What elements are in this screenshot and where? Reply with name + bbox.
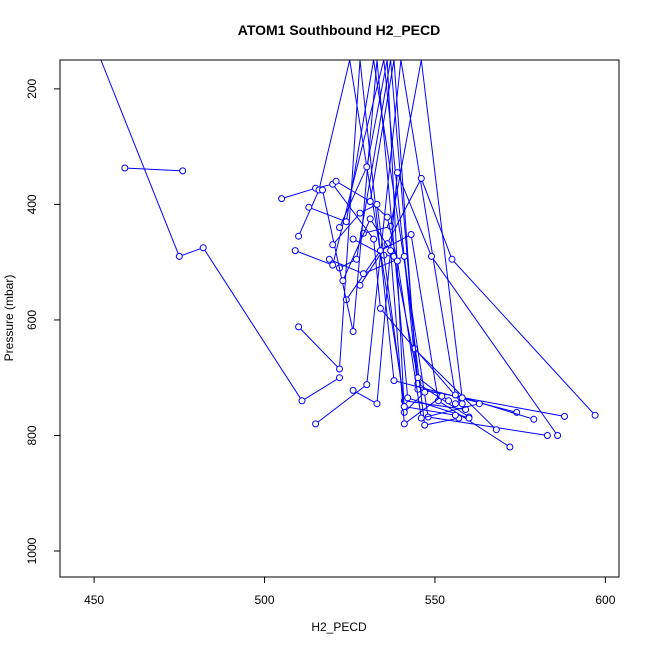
data-point [376, 304, 384, 312]
data-point [278, 195, 286, 203]
data-point [492, 426, 500, 434]
data-point [451, 391, 459, 399]
data-point [329, 261, 337, 269]
profile-series-18 [339, 215, 446, 428]
data-point [383, 213, 391, 221]
data-point [400, 408, 408, 416]
data-point [336, 374, 343, 382]
x-tick-label: 450 [84, 593, 104, 607]
data-point [121, 164, 129, 172]
data-point [451, 411, 459, 419]
data-point [363, 163, 371, 171]
data-point [339, 277, 347, 285]
data-point [179, 167, 187, 175]
data-point [370, 235, 378, 243]
y-axis: 200 400 600 800 1000 [25, 79, 61, 564]
data-point [451, 400, 459, 408]
data-point [175, 252, 183, 260]
data-point [319, 186, 326, 194]
data-point [400, 420, 408, 428]
data-point [342, 218, 350, 226]
x-axis-label: H2_PECD [311, 620, 367, 634]
profile-line [100, 59, 340, 402]
profile-series-20 [329, 200, 459, 419]
data-point [332, 177, 340, 185]
data-point [356, 209, 364, 217]
y-tick-label: 1000 [25, 537, 39, 564]
profile-series-7 [295, 59, 521, 416]
data-point [291, 247, 299, 255]
data-point [458, 394, 466, 402]
data-point [448, 255, 456, 263]
data-point [325, 255, 333, 263]
data-point [404, 394, 412, 402]
data-point [336, 365, 343, 373]
data-point [506, 443, 514, 451]
y-tick-label: 200 [25, 79, 39, 99]
y-tick-label: 600 [25, 310, 39, 330]
data-point [400, 403, 408, 411]
data-point [458, 400, 466, 408]
data-point [199, 244, 207, 252]
data-point [407, 231, 415, 238]
x-axis: 450 500 550 600 [84, 576, 616, 607]
data-point [421, 388, 429, 396]
data-point [353, 255, 360, 263]
x-tick-label: 500 [254, 593, 274, 607]
data-point [400, 252, 408, 260]
data-point [417, 174, 425, 182]
data-point [445, 397, 453, 405]
data-point [591, 411, 599, 419]
x-tick-label: 600 [595, 593, 615, 607]
profile-series-1 [121, 164, 187, 175]
profile-series-10 [356, 174, 599, 419]
data-point [543, 432, 551, 439]
data-point [428, 252, 435, 260]
data-point [312, 420, 320, 428]
plot-frame [59, 59, 620, 578]
series-layer [100, 59, 599, 451]
profile-series-8 [312, 59, 538, 428]
y-tick-label: 800 [25, 425, 39, 445]
data-point [465, 414, 473, 422]
data-point [329, 241, 337, 249]
data-point [305, 203, 313, 211]
data-point [366, 198, 374, 205]
data-point [421, 421, 429, 429]
data-point [366, 215, 374, 223]
data-point [390, 377, 398, 385]
profile-series-9 [349, 169, 562, 439]
data-point [417, 414, 425, 422]
data-point [554, 432, 562, 439]
data-point [387, 247, 395, 255]
data-point [349, 328, 357, 335]
profile-series-0 [100, 59, 343, 405]
data-point [298, 397, 306, 405]
profile-line [281, 183, 463, 405]
data-point [295, 232, 303, 240]
data-point [359, 270, 367, 278]
data-point [349, 235, 357, 243]
chart-title: ATOM1 Southbound H2_PECD [238, 22, 440, 38]
data-point [393, 257, 401, 265]
data-point [561, 412, 568, 420]
data-point [530, 415, 538, 423]
data-point [349, 386, 357, 394]
data-point [295, 323, 303, 331]
profile-series-2 [278, 180, 466, 408]
y-axis-label: Pressure (mbar) [2, 275, 16, 362]
data-point [363, 381, 371, 389]
data-point [373, 400, 381, 408]
y-tick-label: 400 [25, 194, 39, 214]
profile-series-19 [366, 198, 483, 422]
data-point [475, 400, 483, 408]
data-point [438, 392, 446, 400]
data-point [393, 169, 401, 177]
profile-line [124, 167, 183, 172]
data-point [462, 406, 470, 413]
data-point [336, 224, 343, 231]
data-point [373, 200, 381, 208]
x-tick-label: 550 [425, 593, 445, 607]
